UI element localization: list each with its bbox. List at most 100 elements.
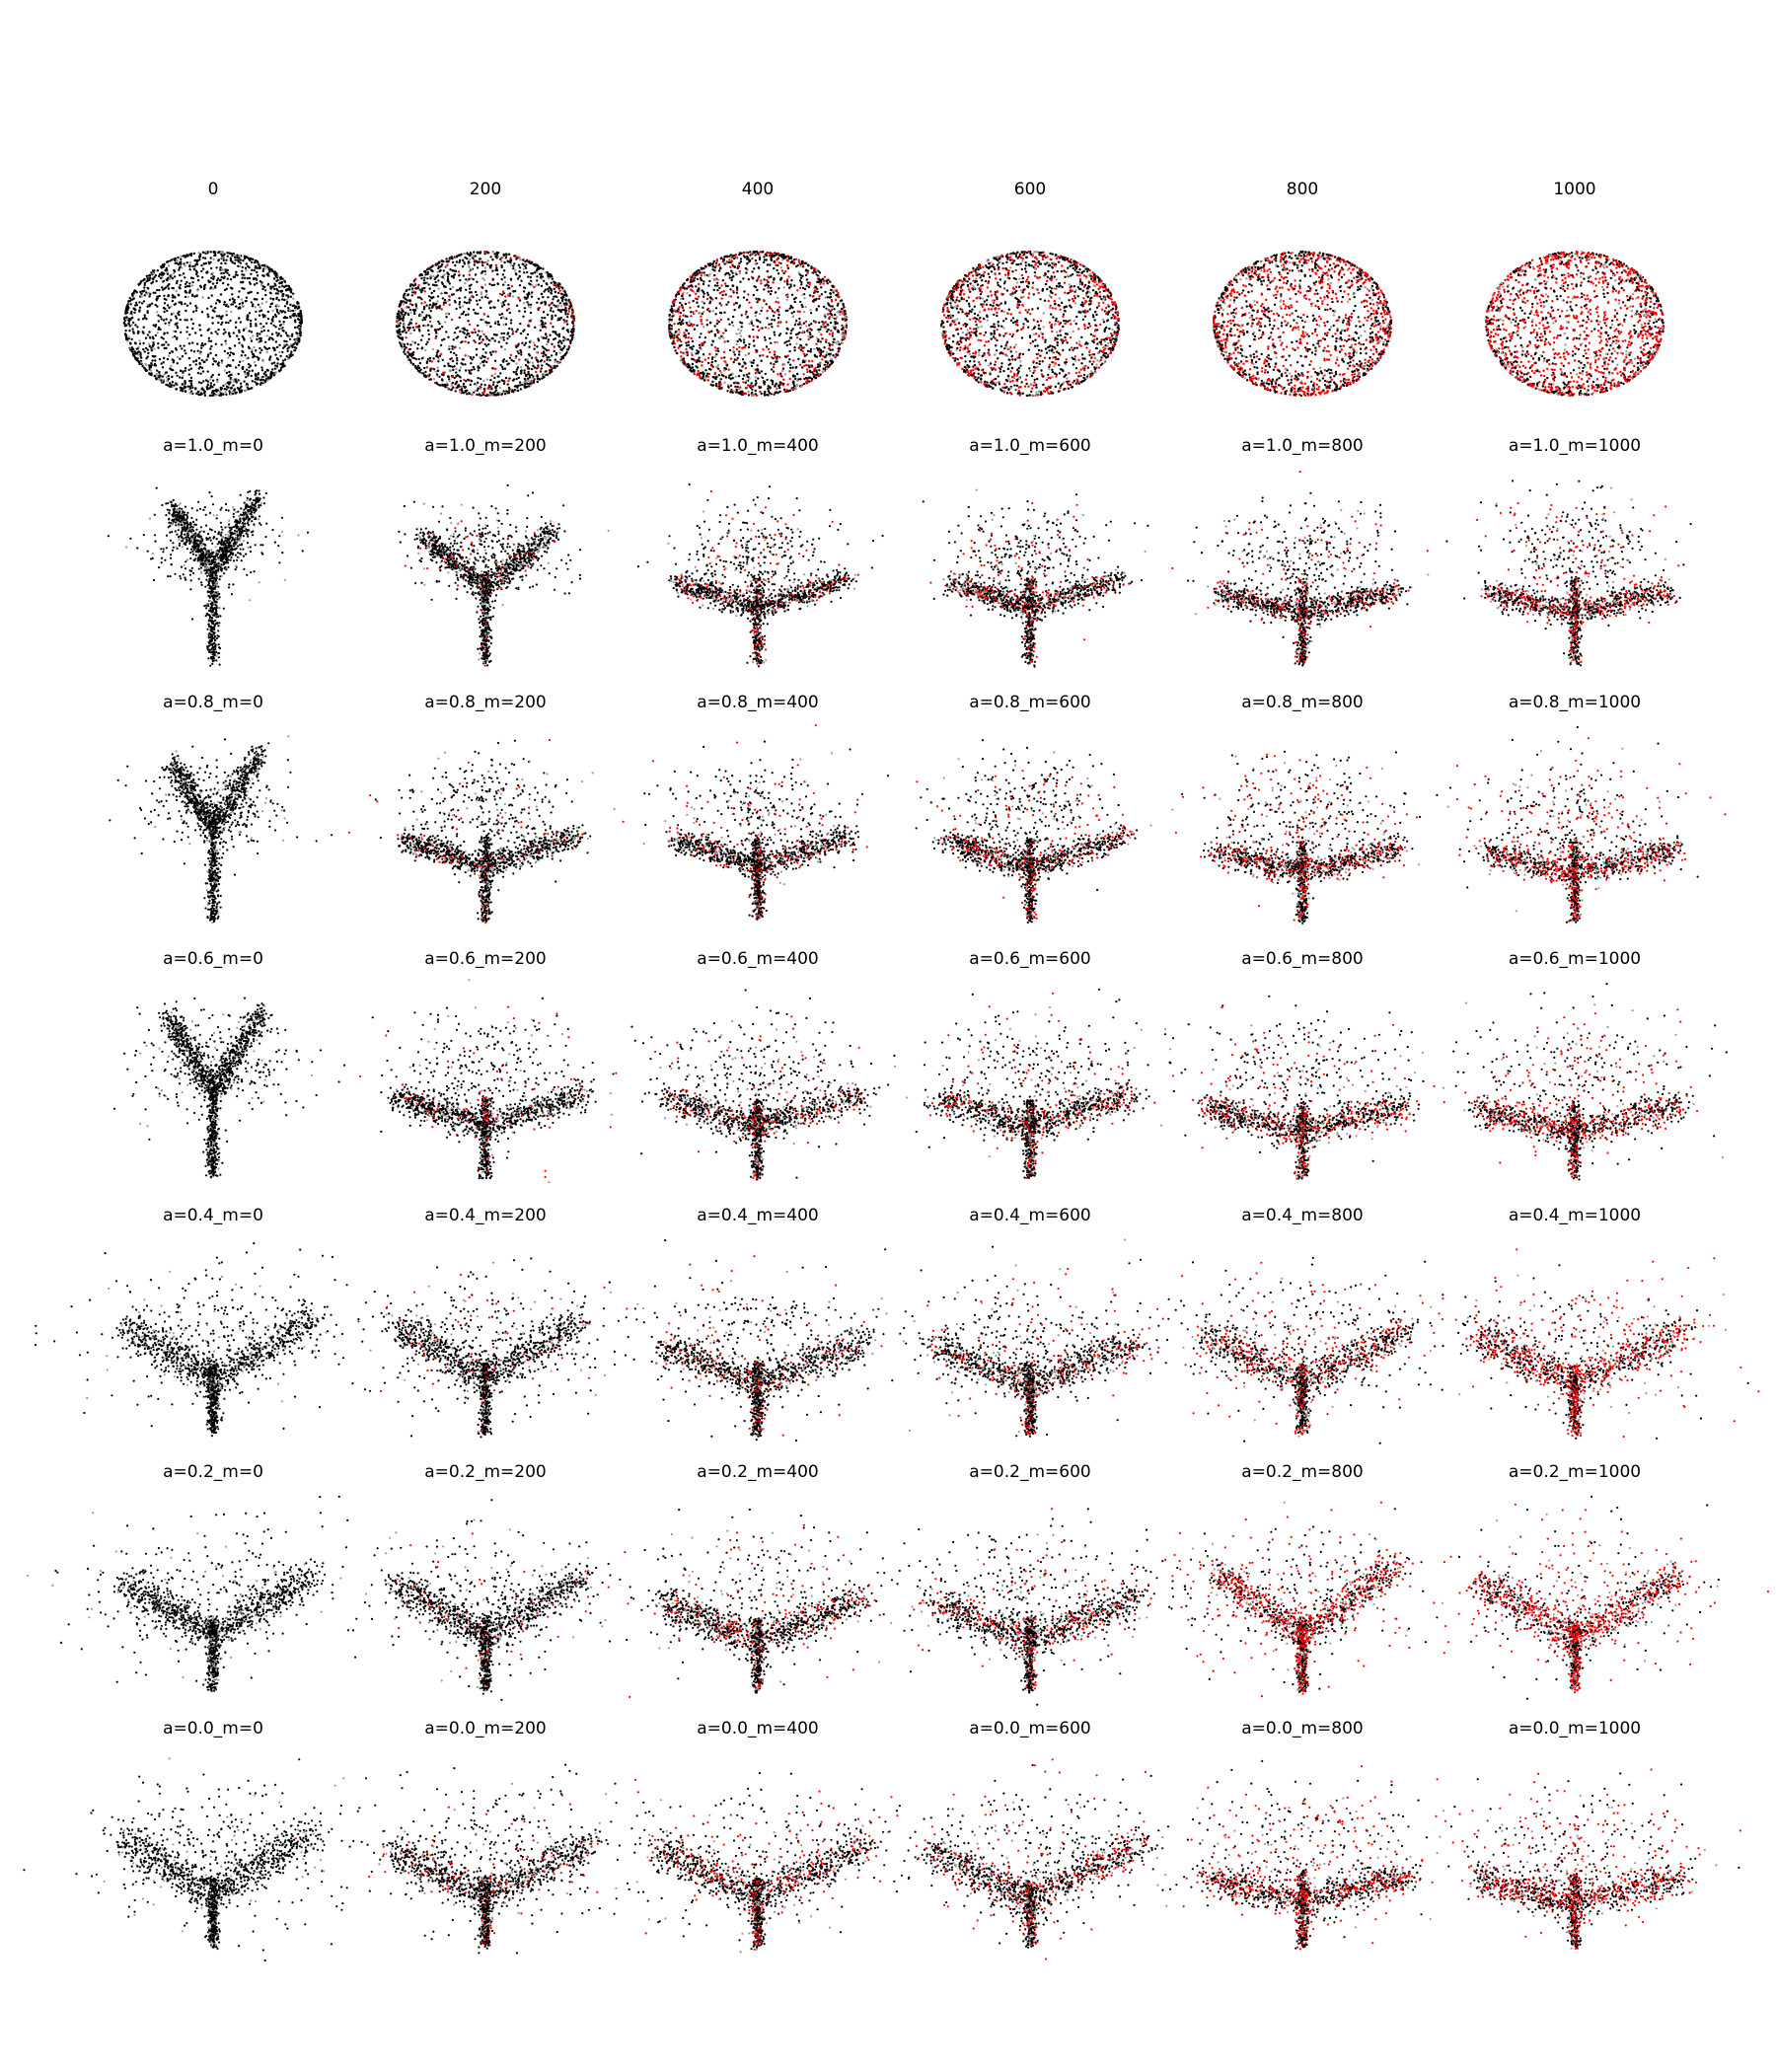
scatter-point (131, 328, 133, 330)
scatter-point (260, 366, 262, 368)
scatter-point (208, 281, 210, 283)
scatter-point (244, 277, 246, 279)
scatter-point (175, 388, 177, 390)
scatter-point (124, 312, 126, 314)
scatter-point (281, 330, 283, 332)
scatter-point (276, 357, 278, 359)
scatter-point (187, 296, 189, 298)
scatter-point (161, 362, 163, 364)
scatter-point (279, 310, 281, 312)
scatter-point (207, 314, 209, 316)
scatter-point (133, 333, 135, 334)
scatter-point (181, 274, 183, 276)
scatter-point (160, 266, 162, 268)
scatter-point (237, 259, 239, 261)
scatter-point (289, 338, 291, 340)
scatter-point (165, 318, 167, 320)
scatter-point (294, 313, 296, 315)
scatter-point (289, 309, 291, 311)
scatter-point (272, 298, 274, 300)
scatter-point (273, 347, 275, 349)
scatter-point (200, 344, 202, 346)
scatter-point (266, 379, 268, 381)
scatter-point (181, 347, 183, 349)
scatter-point (213, 360, 215, 362)
scatter-point (299, 334, 301, 336)
scatter-point (166, 332, 168, 333)
scatter-point (165, 347, 167, 349)
scatter-point (191, 284, 193, 286)
scatter-point (144, 294, 146, 296)
scatter-point (243, 329, 245, 331)
scatter-point (244, 354, 246, 356)
scatter-point (191, 328, 193, 330)
scatter-point (285, 332, 287, 333)
scatter-point (259, 333, 260, 334)
scatter-point (185, 391, 186, 393)
scatter-point (188, 254, 190, 256)
scatter-point (246, 385, 248, 387)
scatter-point (138, 301, 140, 303)
scatter-point (274, 353, 276, 355)
scatter-point (175, 382, 177, 384)
scatter-point (277, 312, 279, 314)
scatter-point (146, 312, 148, 314)
scatter-point (167, 343, 169, 345)
scatter-point (180, 370, 182, 372)
scatter-point (143, 290, 145, 292)
scatter-point (230, 374, 232, 376)
scatter-point (141, 295, 143, 297)
scatter-point (195, 363, 197, 365)
scatter-point (299, 310, 301, 312)
scatter-point (271, 320, 273, 322)
scatter-point (190, 349, 192, 351)
scatter-point (150, 369, 152, 371)
scatter-point (196, 289, 198, 291)
scatter-point (243, 337, 245, 339)
scatter-point (268, 357, 270, 359)
scatter-point (165, 299, 167, 301)
scatter-point (251, 301, 253, 303)
scatter-point (248, 346, 250, 348)
scatter-point (144, 350, 146, 352)
scatter-point (271, 318, 273, 320)
scatter-point (255, 266, 257, 268)
scatter-point (216, 381, 218, 383)
scatter-point (170, 319, 172, 321)
scatter-point (248, 366, 250, 368)
scatter-point (209, 387, 211, 389)
scatter-point (210, 340, 212, 342)
scatter-point (162, 366, 164, 368)
scatter-point (210, 267, 212, 269)
scatter-point (127, 301, 129, 303)
scatter-point (273, 374, 275, 376)
scatter-point (168, 324, 170, 326)
scatter-point (156, 305, 158, 307)
scatter-point (169, 352, 171, 354)
scatter-point (233, 332, 235, 333)
scatter-point (168, 283, 170, 285)
scatter-point (185, 352, 186, 354)
scatter-point (254, 306, 256, 308)
scatter-point (194, 387, 196, 389)
scatter-point (290, 350, 292, 352)
scatter-point (281, 327, 283, 329)
scatter-point (155, 377, 157, 379)
scatter-point (229, 299, 231, 301)
scatter-point (150, 347, 152, 349)
scatter-point (168, 294, 170, 296)
scatter-point (233, 390, 235, 392)
scatter-point (201, 276, 203, 278)
scatter-point (225, 305, 227, 307)
scatter-point (283, 299, 285, 301)
scatter-point (191, 387, 193, 389)
scatter-point (151, 359, 153, 361)
scatter-point (185, 331, 187, 333)
scatter-point (165, 341, 167, 343)
scatter-point (172, 358, 174, 360)
scatter-point (196, 275, 198, 277)
scatter-point (274, 368, 276, 370)
scatter-point (292, 298, 294, 300)
scatter-point (244, 373, 246, 375)
